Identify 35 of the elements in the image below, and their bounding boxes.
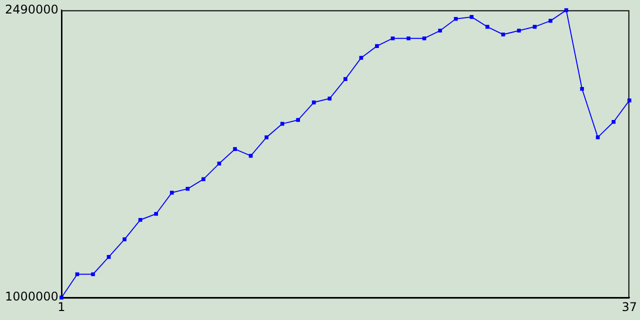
point [343,77,348,81]
point [91,272,95,276]
point [122,237,126,242]
point [186,186,190,191]
point [60,296,64,300]
y-tick-label: 1000000 [4,290,58,304]
point [233,147,237,151]
point [328,96,332,100]
point [170,190,174,195]
point [422,36,426,40]
point [454,16,458,21]
point [612,120,616,124]
point [202,177,206,182]
point [312,100,316,104]
x-tick-label: 1 [58,300,66,314]
point [517,28,521,33]
point [580,86,584,91]
point [406,36,410,40]
point [390,36,395,40]
point [470,15,474,19]
point [138,218,142,222]
point [106,254,111,259]
point [264,135,268,140]
point [217,162,222,166]
point [501,32,506,36]
x-tick-label: 37 [622,300,638,314]
point [548,18,552,23]
point [485,24,490,29]
point [296,118,300,122]
point [154,212,158,216]
point [359,56,364,60]
y-tick-label: 2490000 [4,2,58,16]
point [375,44,379,48]
point [438,28,442,33]
point [627,98,632,102]
